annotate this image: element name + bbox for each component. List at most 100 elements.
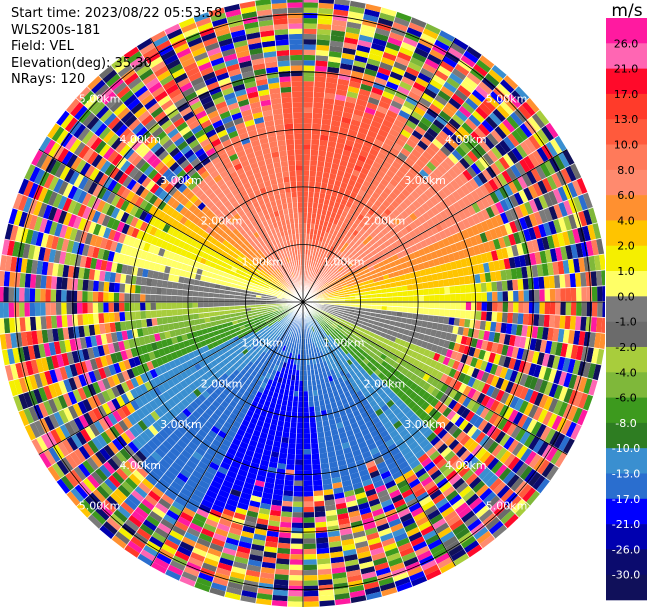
range-gate [377,17,394,27]
range-gate [459,142,471,155]
range-gate [317,155,326,162]
range-gate [306,223,312,229]
range-gate [429,196,440,207]
range-gate [325,82,338,90]
range-gate [438,130,451,142]
range-gate [482,136,496,150]
range-gate [489,91,504,105]
range-gate [315,65,328,72]
range-gate [433,153,445,165]
range-gate [332,277,339,282]
range-gate [325,238,331,245]
range-gate [303,170,310,176]
range-gate [386,169,396,179]
range-gate [394,16,411,28]
range-gate [445,102,459,114]
range-gate [348,157,358,165]
instrument-label: WLS200s-181 [11,22,101,38]
range-gate [339,233,346,241]
range-gate [498,122,512,137]
range-gate [325,276,331,281]
range-gate [377,152,388,161]
range-gate [364,107,377,116]
range-gate [368,96,381,106]
range-gate [492,108,507,123]
range-gate [506,115,520,130]
range-gate [405,95,419,107]
range-gate [439,60,455,73]
range-gate [329,45,344,53]
range-gate [314,192,321,199]
range-gate [303,2,319,8]
range-gate [426,107,439,120]
range-gate [457,85,472,98]
range-gate [375,246,383,254]
range-gate [358,88,372,97]
range-gate [318,270,323,276]
range-gate [366,252,374,259]
range-gate [309,170,317,177]
range-gate [372,115,385,125]
range-gate [332,261,339,267]
range-gate [322,273,328,279]
range-gate [475,85,490,99]
range-gate [303,149,311,155]
range-gate [334,236,340,243]
range-gate [315,181,322,188]
range-gate [323,103,335,110]
range-gate [440,160,452,172]
range-gate [328,257,334,264]
range-gate [303,60,316,66]
range-gate [496,83,512,98]
range-gate [376,105,389,115]
range-gate [322,237,328,244]
range-gate [355,50,370,59]
range-gate [341,271,348,277]
range-gate [443,141,456,154]
range-gate [405,66,420,78]
range-gate [358,172,368,181]
range-gate [316,44,330,51]
range-gate [437,90,452,102]
range-gate [331,241,338,248]
range-gate [386,109,399,120]
range-gate [337,78,350,86]
range-gate [411,130,424,141]
range-gate [351,222,359,230]
range-gate [323,266,328,273]
range-gate [468,114,482,128]
range-gate [327,278,333,284]
range-gate [332,19,348,27]
range-gate [303,123,313,129]
range-gate [521,101,536,117]
range-gate [330,35,345,43]
range-gate [303,133,312,140]
range-gate [351,249,358,257]
range-gate [478,81,493,95]
range-gate [364,249,372,256]
range-gate [442,106,456,119]
range-gate [303,75,315,82]
range-gate [367,170,377,179]
range-gate [426,127,439,139]
range-gate [356,255,363,262]
range-gate [343,106,355,115]
range-gate [303,18,318,24]
range-gate [303,165,311,171]
range-gate [455,161,467,173]
range-gate [331,266,337,273]
range-gate [322,108,334,115]
range-gate [342,149,352,157]
range-gate [448,153,460,165]
range-gate [344,37,359,45]
range-gate [434,69,450,82]
range-gate [379,165,389,175]
range-gate [531,113,546,129]
range-gate [388,105,401,115]
range-gate [349,0,367,9]
range-gate [319,277,325,283]
range-gate [328,135,338,143]
range-gate [380,124,392,134]
range-gate [303,217,308,224]
